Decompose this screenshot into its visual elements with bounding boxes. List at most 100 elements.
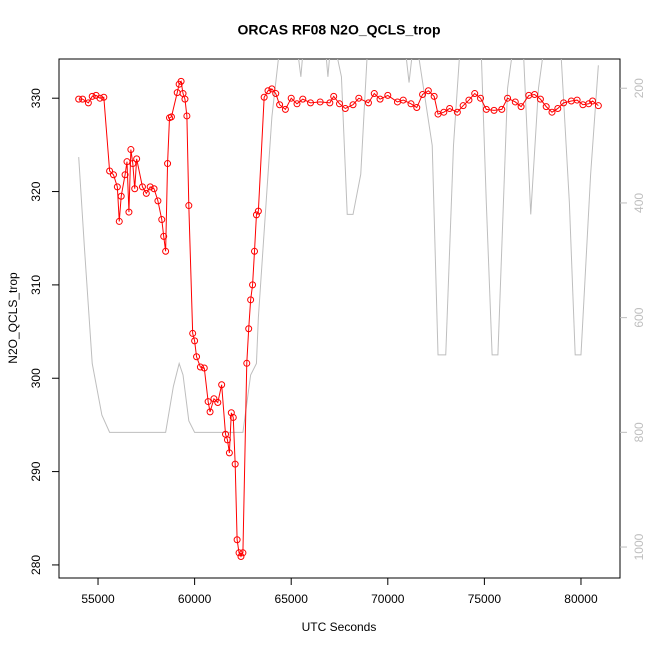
data-point	[106, 167, 114, 175]
data-point	[589, 97, 597, 105]
data-point	[185, 202, 193, 210]
data-point	[243, 359, 251, 367]
data-point	[227, 409, 235, 417]
data-point	[252, 211, 260, 219]
data-point	[127, 146, 135, 154]
data-point	[260, 93, 268, 101]
y-tick-label: 310	[29, 275, 43, 295]
data-point	[142, 189, 150, 197]
data-point	[430, 92, 438, 100]
data-point	[465, 96, 473, 104]
data-point	[440, 108, 448, 116]
data-point	[231, 460, 239, 468]
data-point	[419, 90, 427, 98]
y-tick-label: 280	[29, 555, 43, 575]
data-point	[167, 113, 175, 121]
data-point	[225, 449, 233, 457]
data-point	[229, 413, 237, 421]
data-point	[113, 183, 121, 191]
data-point	[554, 104, 562, 112]
data-point	[131, 185, 139, 193]
data-point	[548, 108, 556, 116]
data-point	[251, 247, 258, 255]
data-point	[254, 207, 262, 215]
x-tick-label: 60000	[178, 592, 212, 606]
data-point	[117, 192, 125, 200]
y2-tick-label: 400	[632, 193, 646, 213]
data-point	[200, 364, 208, 372]
data-point	[191, 337, 199, 345]
data-point	[133, 155, 141, 163]
data-point	[138, 183, 146, 191]
data-point	[355, 94, 363, 102]
data-point	[158, 216, 166, 224]
data-point	[115, 217, 123, 225]
data-point	[109, 171, 117, 179]
data-point	[88, 92, 96, 100]
data-point	[233, 536, 241, 544]
x-tick-label: 80000	[564, 592, 598, 606]
data-point	[446, 104, 454, 112]
data-point	[542, 103, 550, 111]
data-point	[471, 90, 479, 98]
data-point	[235, 549, 243, 557]
data-point	[299, 95, 307, 103]
data-point	[129, 160, 137, 168]
data-point	[498, 105, 506, 113]
data-point	[307, 99, 315, 107]
data-point	[239, 549, 247, 557]
y2-tick-label: 200	[632, 78, 646, 98]
data-point	[316, 98, 324, 106]
data-point	[268, 85, 276, 93]
data-point	[245, 325, 253, 333]
y-tick-label: 320	[29, 181, 43, 201]
y-tick-label: 300	[29, 368, 43, 388]
y2-tick-label: 600	[632, 307, 646, 327]
series-line	[78, 80, 599, 558]
data-point	[287, 94, 295, 102]
data-point	[594, 102, 602, 110]
data-point	[281, 105, 289, 113]
plot-frame	[58, 58, 621, 579]
data-point	[276, 101, 284, 109]
data-point	[223, 436, 231, 444]
data-point	[453, 108, 461, 116]
y-tick-label: 290	[29, 461, 43, 481]
data-point	[160, 232, 168, 240]
data-point	[326, 99, 334, 107]
data-point	[560, 99, 568, 107]
data-point	[164, 160, 172, 168]
data-point	[573, 96, 581, 104]
data-point	[189, 329, 197, 337]
data-point	[370, 90, 378, 98]
data-point	[504, 94, 512, 102]
y-axis-label: N2O_QCLS_trop	[6, 272, 20, 364]
data-point	[272, 90, 280, 98]
data-point	[330, 92, 338, 100]
series-line	[78, 59, 599, 433]
data-point	[459, 102, 467, 110]
data-point	[536, 95, 544, 103]
data-point	[407, 100, 415, 108]
chart-title: ORCAS RF08 N2O_QCLS_trop	[237, 22, 440, 38]
data-point	[490, 106, 498, 114]
x-axis-label: UTC Seconds	[302, 620, 377, 634]
data-point	[210, 395, 218, 403]
data-point	[249, 281, 257, 289]
y2-tick-label: 1000	[632, 533, 646, 560]
data-point	[477, 94, 485, 102]
data-point	[482, 105, 490, 113]
data-point	[96, 94, 104, 102]
data-point	[264, 87, 272, 95]
data-point	[293, 100, 301, 108]
data-point	[336, 100, 343, 108]
data-point	[100, 93, 108, 101]
data-point	[196, 363, 204, 371]
data-point	[183, 112, 191, 120]
y-tick-label: 330	[29, 88, 43, 108]
x-tick-label: 55000	[81, 592, 115, 606]
data-point	[424, 87, 432, 95]
data-point	[214, 399, 222, 407]
